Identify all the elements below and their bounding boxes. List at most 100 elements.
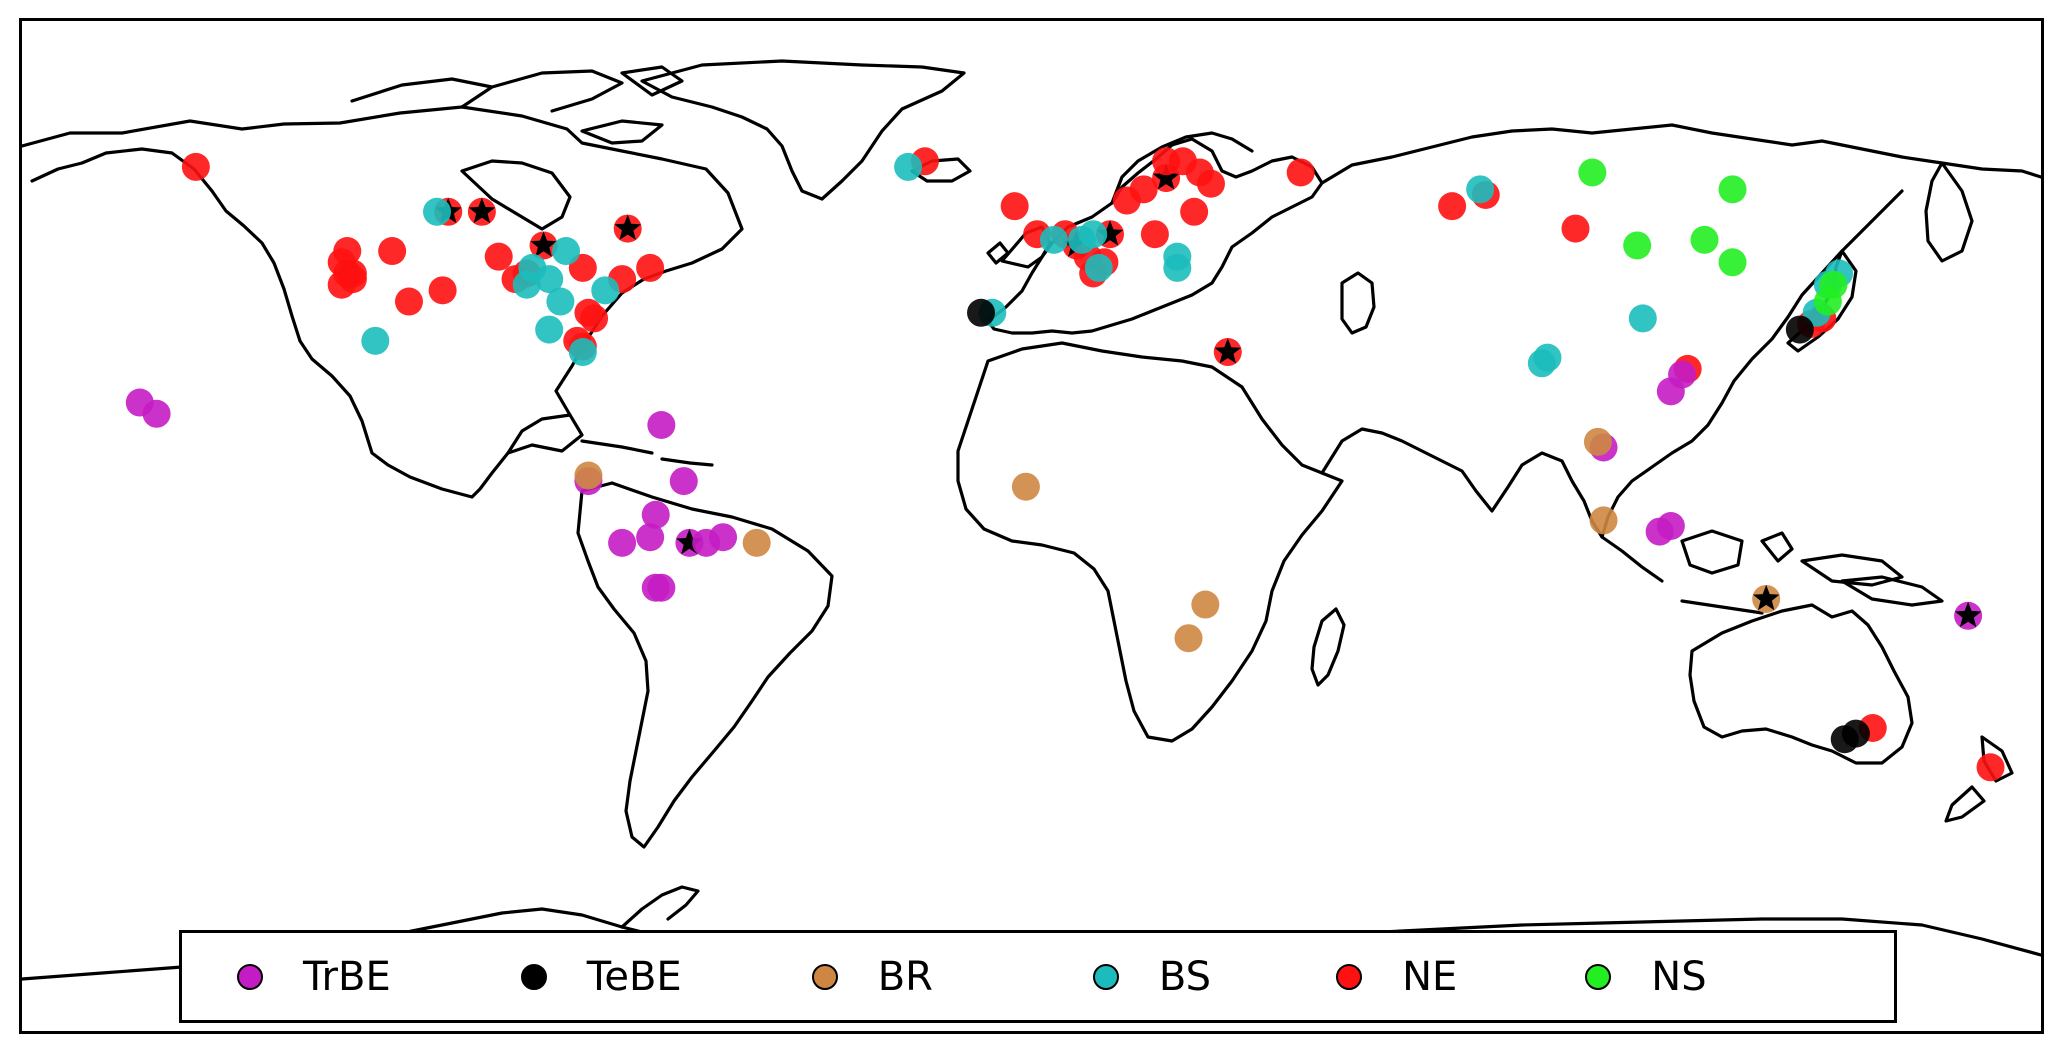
star-marker-102: [1954, 601, 1982, 628]
site-ns-77: [1578, 158, 1607, 187]
site-bs-56: [535, 315, 564, 344]
site-trbe-86: [647, 411, 676, 439]
site-br-111: [1174, 624, 1203, 653]
site-ne-20: [574, 298, 603, 327]
site-ne-34: [1129, 175, 1158, 204]
legend-swatch-trbe: [237, 963, 263, 990]
coastline-africa: [956, 341, 1344, 743]
coastline-gulf-of-mexico: [506, 413, 572, 455]
star-marker-14: [530, 231, 557, 257]
site-bs-60: [361, 326, 390, 355]
coastline-north-america: [22, 105, 744, 499]
site-ns-81: [1718, 248, 1747, 277]
coastline-new-zealand: [1944, 735, 2014, 823]
map-canvas: [22, 59, 2041, 981]
site-trbe-89: [641, 500, 670, 529]
site-bs-59: [568, 338, 597, 367]
site-ne-39: [1180, 197, 1209, 226]
site-bs-62: [894, 152, 923, 181]
legend-swatch-ne: [1336, 963, 1363, 990]
coastline-antarctic-peninsula: [620, 885, 700, 929]
legend-swatch-tebe: [520, 963, 547, 990]
coastline-greenland: [640, 59, 966, 201]
star-marker-32: [1096, 220, 1124, 246]
site-ns-80: [1718, 175, 1747, 204]
site-bs-65: [1079, 220, 1108, 249]
legend-item-trbe: TrBE: [237, 933, 391, 1020]
site-br-108: [742, 528, 771, 557]
site-ne-41: [1196, 169, 1225, 198]
site-trbe-85: [142, 399, 171, 428]
site-ne-6: [338, 259, 367, 288]
site-br-113: [1589, 506, 1618, 535]
site-br-112: [1583, 427, 1612, 456]
coastline-south-america: [576, 481, 834, 849]
coastline-caribbean: [580, 439, 714, 467]
site-tebe-104: [1785, 315, 1814, 344]
site-ne-42: [1286, 158, 1315, 187]
site-bs-66: [1084, 253, 1113, 282]
world-map: TrBE TeBE BR BS NE NS: [19, 18, 2044, 1034]
coastline-asia-east: [1320, 189, 1904, 539]
legend-swatch-bs: [1092, 963, 1119, 990]
coastline-new-guinea: [1840, 575, 1944, 607]
legend-item-ne: NE: [1336, 933, 1457, 1020]
site-bs-54: [512, 270, 541, 299]
site-bs-73: [1533, 343, 1562, 372]
coastline-arctic-islands: [350, 65, 684, 145]
site-ne-25: [1000, 192, 1029, 221]
site-trbe-90: [608, 528, 637, 557]
site-trbe-101: [1656, 512, 1685, 540]
site-ne-10: [484, 242, 513, 271]
legend-item-bs: BS: [1092, 933, 1212, 1020]
coastline-scandinavia: [1110, 131, 1254, 205]
site-ne-8: [394, 287, 423, 316]
site-tebe-106: [1841, 719, 1870, 748]
site-ne-7: [378, 237, 407, 266]
site-ne-0: [181, 152, 210, 181]
site-markers: [125, 147, 2005, 782]
legend-swatch-ns: [1585, 963, 1612, 990]
legend-item-br: BR: [811, 933, 933, 1020]
site-trbe-91: [636, 523, 665, 552]
star-marker-35: [1152, 164, 1180, 190]
site-bs-68: [1163, 253, 1192, 282]
site-bs-57: [552, 237, 581, 266]
coastline-asia: [1320, 123, 2041, 185]
site-ns-83: [1819, 270, 1848, 299]
star-marker-92: [676, 528, 703, 555]
site-ne-44: [1438, 192, 1467, 221]
site-ns-78: [1623, 231, 1652, 260]
site-ne-46: [1561, 214, 1590, 243]
site-trbe-99: [1668, 360, 1697, 389]
legend-label-ne: NE: [1402, 953, 1458, 1000]
site-trbe-96: [647, 573, 676, 602]
site-ne-40: [1140, 220, 1169, 249]
site-trbe-88: [669, 467, 698, 496]
star-marker-17: [614, 214, 641, 240]
star-marker-43: [1214, 338, 1242, 364]
site-br-107: [574, 461, 603, 490]
site-br-109: [1011, 472, 1040, 501]
coastline-caspian-sea: [1340, 271, 1376, 335]
site-ne-18: [636, 253, 665, 282]
coastline-kamchatka: [1924, 161, 1974, 263]
site-bs-58: [591, 276, 620, 305]
star-marker-12: [468, 197, 496, 224]
site-trbe-94: [709, 523, 738, 552]
star-marker-114: [1752, 584, 1780, 611]
legend-item-tebe: TeBE: [520, 933, 682, 1020]
coastline-maritime-southeast-asia: [1600, 529, 1904, 615]
coastline-hudson-bay: [460, 159, 572, 231]
coastline-madagascar: [1310, 607, 1346, 687]
site-bs-61: [423, 197, 452, 226]
legend: TrBE TeBE BR BS NE NS: [179, 930, 1897, 1023]
site-bs-55: [546, 287, 575, 316]
site-bs-71: [1628, 304, 1657, 333]
site-ne-9: [428, 276, 457, 305]
legend-label-tebe: TeBE: [586, 953, 682, 1000]
legend-label-bs: BS: [1158, 953, 1212, 1000]
legend-item-ns: NS: [1585, 933, 1707, 1020]
site-br-110: [1191, 590, 1220, 619]
site-ns-79: [1690, 225, 1719, 254]
